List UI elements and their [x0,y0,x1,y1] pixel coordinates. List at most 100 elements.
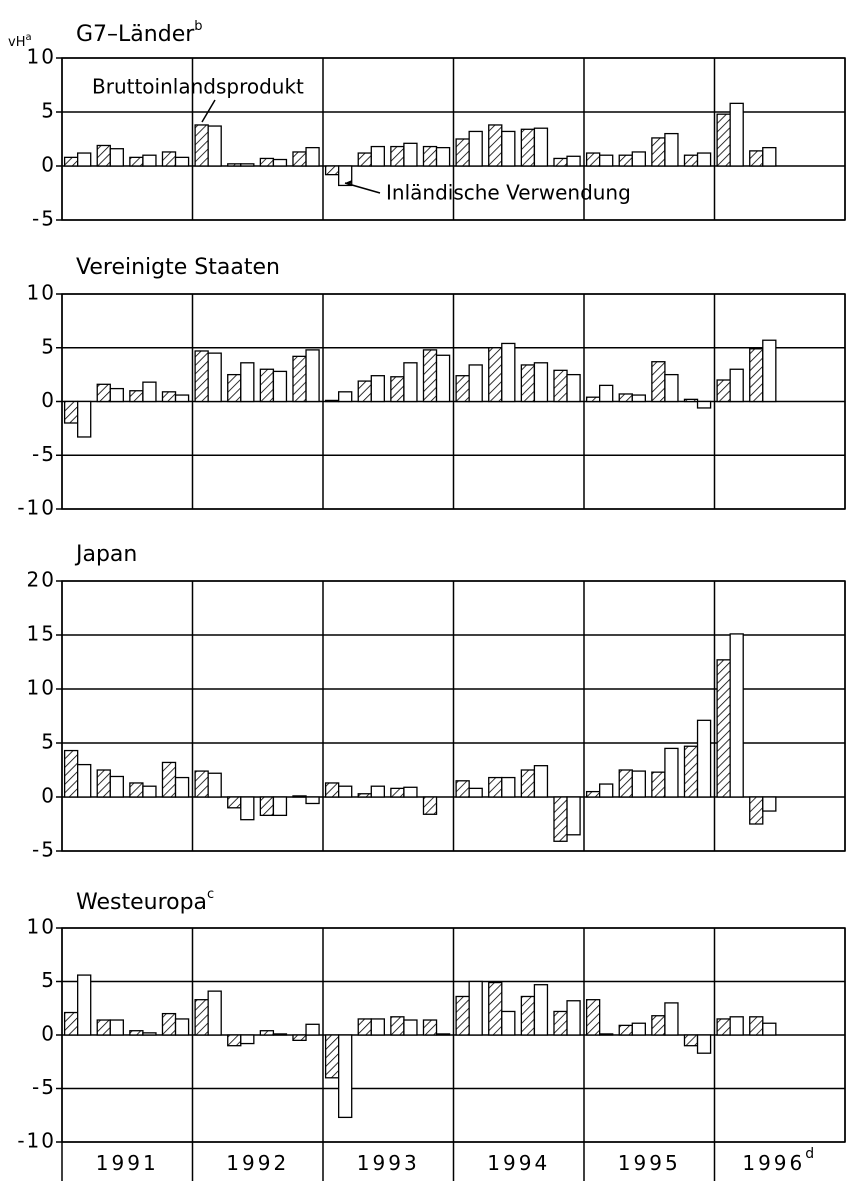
bar [240,1034,255,1045]
bar [142,785,157,798]
bar [129,156,144,167]
bar [142,1032,157,1036]
year-label: 1994 [487,1151,550,1175]
bar [422,796,438,815]
bar [129,390,144,403]
bar [468,130,483,167]
bar [455,780,470,798]
bar [174,394,190,403]
bar [520,995,536,1036]
bar [501,776,516,798]
bar [618,154,633,167]
plot-frame [61,57,846,221]
bar [729,368,744,403]
bar [272,158,288,167]
bar [696,400,712,409]
bar [272,1033,288,1036]
y-tick-label: -5 [32,1075,56,1099]
bar [716,379,731,403]
bar [749,796,764,825]
y-tick-label: 10 [27,45,56,69]
chart-title: Westeuropac [76,887,214,916]
bar [553,369,568,403]
year-text: 1995 [618,1151,681,1175]
bar [161,391,177,403]
bar [631,151,646,167]
bar [142,381,157,403]
bar [109,1019,124,1036]
bar [631,394,646,403]
bar [566,155,581,167]
bar [77,400,92,438]
bar [324,165,340,176]
bar [390,787,405,798]
bar [357,380,372,403]
bar [651,361,666,403]
y-tick-label: 5 [41,334,56,358]
bar [63,749,79,798]
bar [683,745,699,798]
bar [455,995,470,1036]
bar [749,150,764,167]
bar [618,393,633,403]
bar [227,1034,242,1047]
chart-title: G7–Länderb [76,19,203,48]
annotation: Inländische Verwendung [386,181,631,205]
y-tick-label: 5 [41,730,56,754]
bar [533,765,549,798]
bar [77,152,92,167]
bar [501,1010,516,1036]
bar [468,364,483,403]
bar [63,1011,79,1036]
y-tick-label: -5 [32,442,56,466]
bar [370,785,385,798]
bar [390,1016,405,1036]
bar [696,719,712,798]
bar [292,151,307,167]
bar [259,157,275,167]
annotation-line [201,99,216,123]
bar [651,771,666,798]
bar [683,154,699,167]
y-tick-label: 0 [41,388,56,412]
bar [370,145,385,167]
bar [553,1010,568,1036]
bar [403,362,418,403]
bar [194,770,209,798]
annotation-line [344,182,381,194]
y-tick-label: -10 [17,1129,56,1153]
bar [599,1033,614,1036]
year-label: 1991 [96,1151,159,1175]
bar [533,984,549,1036]
bar [324,1034,340,1079]
bar [664,132,679,167]
year-label: 1996d [742,1146,817,1175]
bar [585,790,601,798]
title-text: Japan [74,542,137,567]
bar [227,373,242,403]
y-tick-label: 15 [27,622,56,646]
y-tick-label: -5 [32,838,56,862]
y-tick-label: 10 [27,915,56,939]
year-note: d [805,1146,817,1162]
title-text: Vereinigte Staaten [76,255,280,280]
bar [585,396,601,403]
bar [174,776,190,798]
bar [488,124,503,167]
bar [109,775,124,798]
bar [403,786,418,798]
bar [533,362,549,403]
bar [749,1016,764,1036]
bar [435,1033,451,1036]
annotation-arrow [345,180,352,186]
plot-frame [61,293,846,510]
bar [77,763,92,798]
year-text: 1992 [226,1151,289,1175]
bar [631,1022,646,1036]
y-tick-label: 20 [27,568,56,592]
bar [63,400,79,424]
chart-title: Vereinigte Staaten [76,255,280,280]
bar [305,349,320,403]
bar [324,399,340,403]
bar [631,770,646,798]
